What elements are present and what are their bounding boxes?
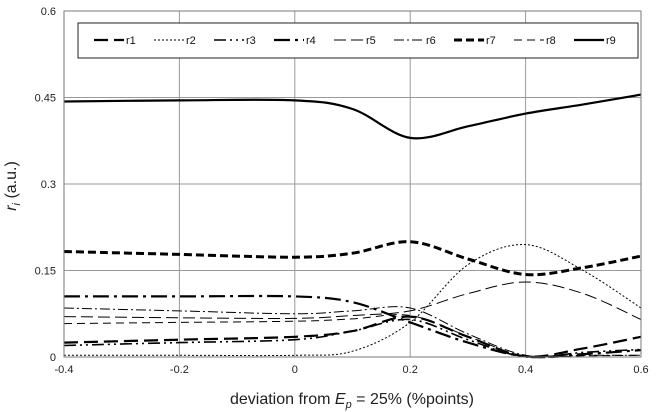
y-axis-title-post: (a.u.) xyxy=(3,161,20,203)
x-axis-title-post: = 25% (%points) xyxy=(352,391,474,408)
horizontal-gridlines xyxy=(64,97,641,271)
y-tick-label: 0.45 xyxy=(35,93,56,105)
x-tick-labels: -0.4 -0.2 0 0.2 0.4 0.6 xyxy=(55,364,649,376)
x-tick-label: -0.4 xyxy=(55,364,74,376)
legend-label-r6: r6 xyxy=(426,35,436,47)
y-axis-title-var: r xyxy=(3,205,20,211)
y-axis-title-sub: i xyxy=(11,202,23,205)
series-line-r2 xyxy=(63,244,642,357)
x-tick-label: 0.2 xyxy=(403,364,418,376)
y-tick-label: 0.15 xyxy=(35,266,56,278)
x-tick-label: 0.4 xyxy=(518,364,533,376)
legend: r1 r2 r3 r4 r5 r6 r7 r8 r9 xyxy=(77,22,639,59)
x-tick-label: -0.2 xyxy=(170,364,189,376)
y-axis-title: ri (a.u.) xyxy=(3,161,23,211)
x-axis-title: deviation from Ep = 25% (%points) xyxy=(230,391,474,411)
series-line-r9 xyxy=(63,93,642,140)
legend-label-r8: r8 xyxy=(546,35,556,47)
series-line-r5 xyxy=(63,281,642,320)
y-tick-label: 0.6 xyxy=(41,6,56,18)
legend-label-r7: r7 xyxy=(486,35,496,47)
legend-label-r4: r4 xyxy=(306,35,316,47)
x-axis-title-pre: deviation from xyxy=(230,391,335,408)
y-tick-label: 0.3 xyxy=(41,179,56,191)
series-lines xyxy=(63,93,642,359)
y-tick-label: 0 xyxy=(50,352,56,364)
legend-label-r2: r2 xyxy=(186,35,196,47)
legend-label-r9: r9 xyxy=(606,35,616,47)
series-line-r1 xyxy=(63,315,642,358)
legend-label-r1: r1 xyxy=(126,35,136,47)
plot-frame xyxy=(63,10,642,358)
x-axis-title-sub: p xyxy=(345,399,352,411)
x-tick-label: 0 xyxy=(292,364,298,376)
series-line-r8 xyxy=(63,314,642,359)
x-tick-label: 0.6 xyxy=(633,364,648,376)
series-line-r3 xyxy=(63,318,642,359)
series-line-r6 xyxy=(63,306,641,358)
legend-label-r3: r3 xyxy=(246,35,256,47)
y-tick-labels: 0 0.15 0.3 0.45 0.6 xyxy=(35,6,56,364)
legend-label-r5: r5 xyxy=(366,35,376,47)
x-axis-title-var: E xyxy=(335,391,346,408)
